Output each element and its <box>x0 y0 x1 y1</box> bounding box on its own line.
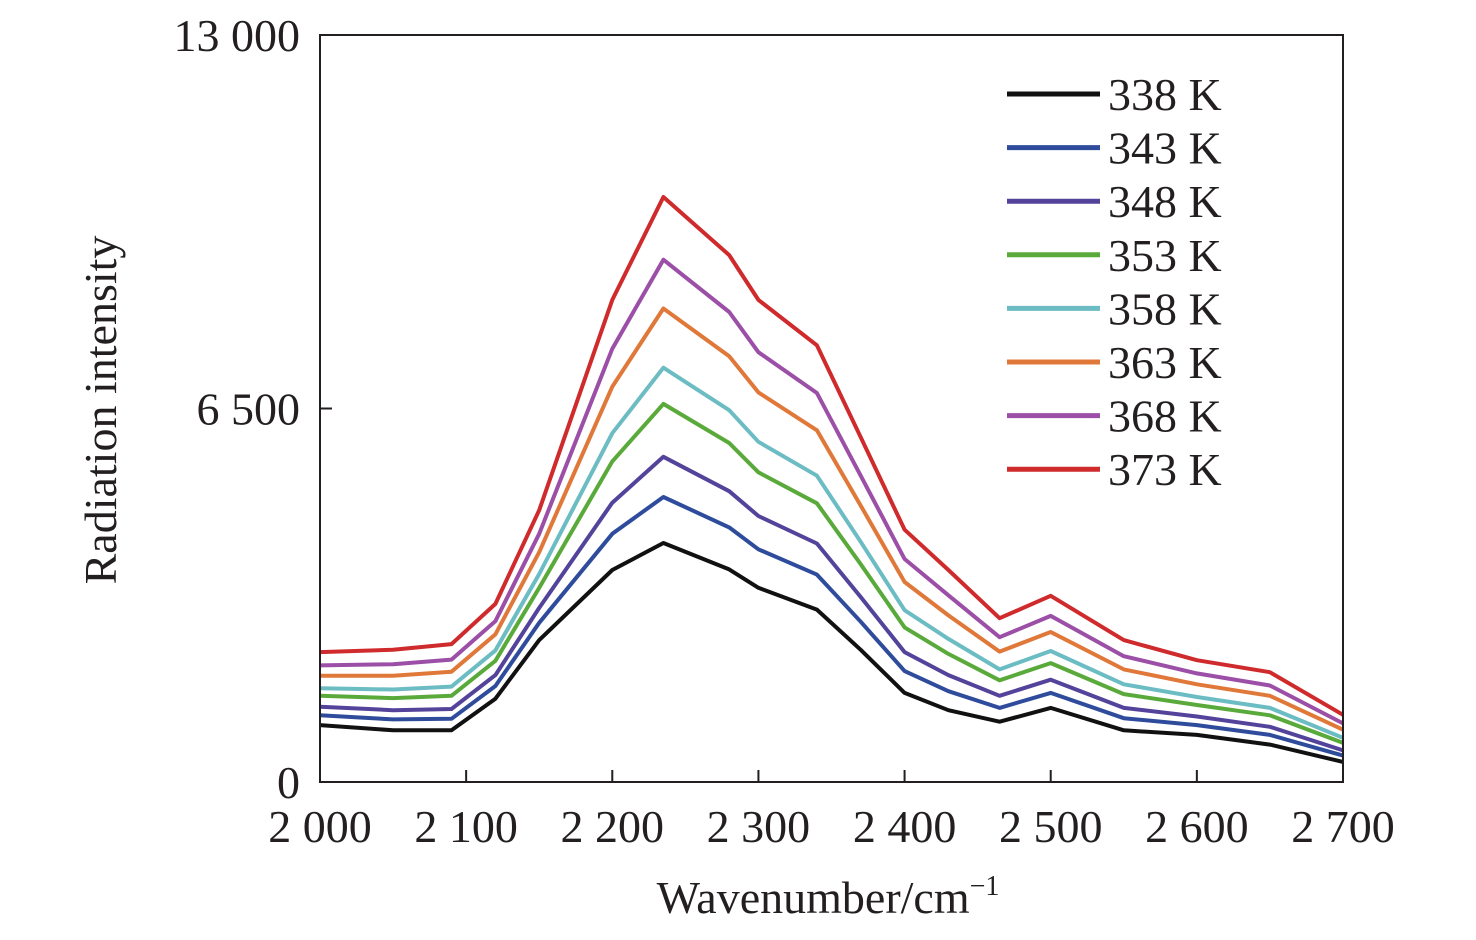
series-line-353K <box>319 401 1344 745</box>
x-tick-label: 2 100 <box>414 801 518 852</box>
y-tick-label: 6 500 <box>197 384 301 435</box>
y-tick-label: 0 <box>277 757 300 808</box>
legend-label: 338 K <box>1108 69 1222 120</box>
x-tick-label: 2 600 <box>1145 801 1249 852</box>
legend-label: 348 K <box>1108 176 1222 227</box>
series-line-338K <box>319 541 1344 764</box>
x-tick-label: 2 300 <box>707 801 811 852</box>
ticks-layer: 2 000 2 100 2 200 2 300 2 400 2 500 2 600 2 700… <box>174 10 1395 852</box>
x-tick-label: 2 400 <box>853 801 957 852</box>
legend-label: 358 K <box>1108 283 1222 334</box>
legend-item: 348 K <box>1007 176 1222 227</box>
x-tick-label: 2 200 <box>561 801 665 852</box>
series-line-373K <box>319 195 1345 717</box>
series-line-368K <box>319 257 1344 726</box>
legend-label: 373 K <box>1108 444 1222 495</box>
legend-item: 363 K <box>1007 337 1222 388</box>
legend-item: 343 K <box>1007 123 1222 174</box>
legend-label: 343 K <box>1108 123 1222 174</box>
legend-item: 358 K <box>1007 283 1222 334</box>
series-layer <box>319 195 1345 764</box>
legend-label: 363 K <box>1108 337 1222 388</box>
x-tick-label: 2 700 <box>1291 801 1395 852</box>
series-line-363K <box>320 306 1344 732</box>
x-tick-label: 2 500 <box>999 801 1103 852</box>
x-axis-label: Wavenumber/cm−1 <box>657 871 1000 923</box>
y-axis-label: Radiation intensity <box>75 236 126 585</box>
legend-item: 353 K <box>1007 230 1222 281</box>
x-tick-label: 2 000 <box>268 801 372 852</box>
legend-label: 353 K <box>1108 230 1222 281</box>
legend-item: 368 K <box>1007 391 1222 442</box>
legend-label: 368 K <box>1108 391 1222 442</box>
x-axis-label-superscript: −1 <box>970 871 1000 902</box>
series-line-358K <box>319 365 1344 740</box>
legend-item: 338 K <box>1007 69 1222 120</box>
series-line-343K <box>319 495 1344 758</box>
y-tick-label: 13 000 <box>174 10 301 61</box>
series-line-348K <box>319 454 1344 753</box>
legend-item: 373 K <box>1007 444 1222 495</box>
